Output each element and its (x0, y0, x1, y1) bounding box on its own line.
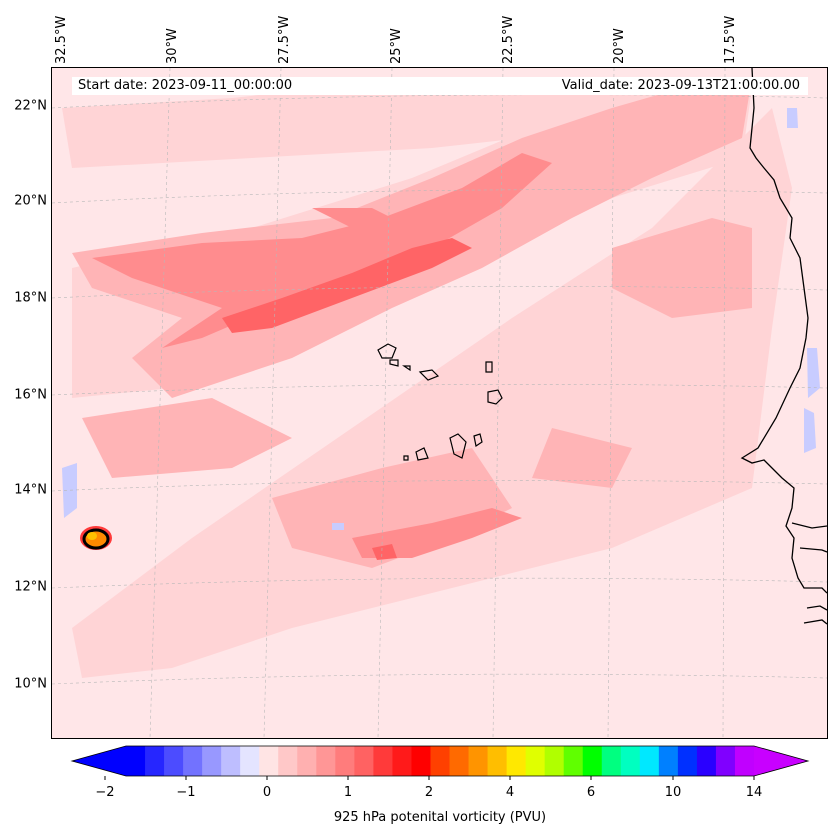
pv-map (52, 68, 827, 738)
lon-label: 32.5°W (54, 15, 69, 64)
lat-label: 16°N (14, 387, 47, 403)
colorbar-tick-label: 4 (506, 785, 514, 800)
colorbar-under-triangle (72, 746, 126, 776)
lon-label: 25°W (389, 28, 404, 64)
colorbar-swatch (582, 746, 603, 776)
colorbar-tick-label: 0 (263, 785, 271, 800)
colorbar-over-triangle (754, 746, 808, 776)
colorbar-swatch (449, 746, 470, 776)
colorbar-swatch (468, 746, 489, 776)
colorbar-swatch (506, 746, 527, 776)
lat-label: 18°N (14, 290, 47, 306)
colorbar-swatch (677, 746, 698, 776)
colorbar-outline (70, 745, 810, 777)
vortex-feature (80, 526, 112, 550)
pv-field-strong (92, 153, 552, 558)
colorbar-tick-label: 6 (587, 785, 595, 800)
lon-label: 22.5°W (501, 15, 516, 64)
colorbar-swatch (373, 746, 393, 776)
lon-label: 17.5°W (723, 15, 738, 64)
colorbar-svg: −2 −1 0 1 2 4 6 10 14 (70, 745, 810, 800)
colorbar-swatch (658, 746, 679, 776)
start-date-label: Start date: 2023-09-11_00:00:00 (78, 78, 293, 93)
colorbar-tick-label: 2 (425, 785, 433, 800)
colorbar: −2 −1 0 1 2 4 6 10 14 925 hPa potenital vorticit… (60, 740, 820, 830)
colorbar-swatch (202, 746, 222, 776)
lat-label: 14°N (14, 482, 47, 498)
africa-coastline (740, 68, 827, 625)
colorbar-tick-label: 14 (746, 785, 763, 800)
colorbar-swatch (715, 746, 736, 776)
colorbar-swatch (734, 746, 755, 776)
lat-label: 10°N (14, 676, 47, 692)
colorbar-swatch (563, 746, 584, 776)
colorbar-swatch (601, 746, 622, 776)
colorbar-tick-label: −1 (176, 785, 195, 800)
colorbar-swatch (316, 746, 336, 776)
colorbar-swatch (221, 746, 241, 776)
colorbar-swatch (487, 746, 508, 776)
colorbar-swatch (126, 746, 146, 776)
colorbar-swatch (240, 746, 260, 776)
lon-label: 20°W (612, 28, 627, 64)
pv-field-max (222, 238, 472, 560)
colorbar-swatch (297, 746, 317, 776)
colorbar-swatch (278, 746, 298, 776)
colorbar-swatch (430, 746, 451, 776)
colorbar-swatch (145, 746, 165, 776)
colorbar-swatch (164, 746, 184, 776)
colorbar-swatch (525, 746, 546, 776)
lon-label: 30°W (165, 28, 180, 64)
colorbar-swatch (696, 746, 717, 776)
colorbar-title: 925 hPa potenital vorticity (PVU) (333, 810, 547, 825)
map-frame[interactable] (51, 67, 828, 739)
colorbar-swatch (639, 746, 660, 776)
colorbar-tick-label: 1 (344, 785, 352, 800)
valid-date-label: Valid_date: 2023-09-13T21:00:00.00 (561, 78, 800, 93)
colorbar-swatch (411, 746, 431, 776)
cape-verde-islands (377, 343, 503, 461)
colorbar-swatch (620, 746, 641, 776)
colorbar-tick-label: 10 (665, 785, 682, 800)
lat-label: 20°N (14, 193, 47, 209)
colorbar-swatch (544, 746, 565, 776)
colorbar-tick-label: −2 (95, 785, 114, 800)
colorbar-swatch (392, 746, 412, 776)
colorbar-swatch (259, 746, 279, 776)
colorbar-swatch (183, 746, 203, 776)
lon-label: 27.5°W (277, 15, 292, 64)
info-bar: Start date: 2023-09-11_00:00:00 Valid_da… (72, 77, 808, 95)
pv-field-negative (62, 108, 820, 530)
colorbar-swatch (354, 746, 374, 776)
colorbar-swatch (335, 746, 355, 776)
lat-label: 22°N (14, 98, 47, 114)
graticule (52, 68, 827, 738)
lat-label: 12°N (14, 579, 47, 595)
